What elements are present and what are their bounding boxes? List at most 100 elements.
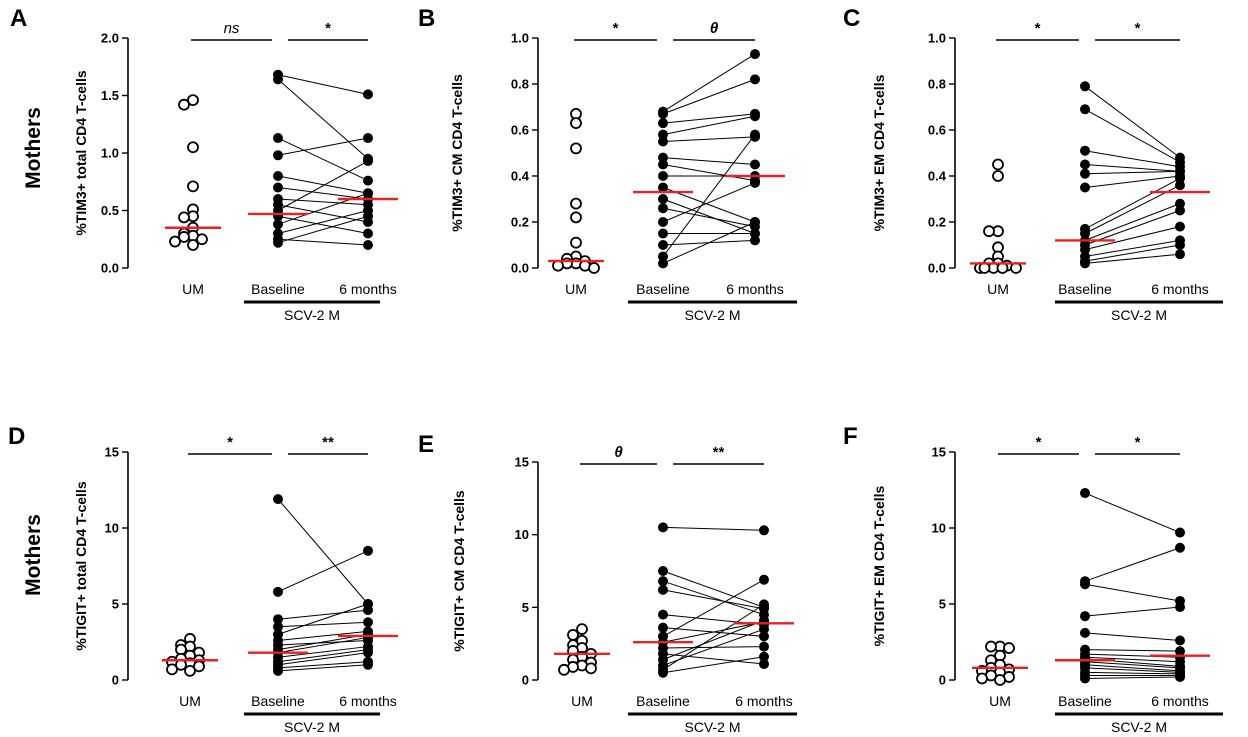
paired-line [277,652,369,666]
y-tick-label: 2.0 [101,31,119,46]
significance-label: θ [710,20,719,37]
baseline-point [658,108,668,119]
baseline-point [273,494,283,505]
month6-point [1175,240,1185,250]
baseline-point [273,621,283,632]
panel-letter: D [8,423,25,450]
um-point [567,629,579,641]
baseline-point [273,182,283,193]
paired-line [1084,253,1181,264]
month6-point [1175,173,1185,184]
group-label: SCV-2 M [284,307,340,323]
um-point [558,663,570,676]
paired-line [662,115,756,136]
um-point [178,231,190,243]
month6-point [1175,527,1185,538]
y-tick-label: 15 [515,455,529,470]
baseline-point [1080,627,1090,638]
month6-point [1175,198,1185,209]
baseline-point [658,576,668,587]
paired-line [277,187,369,200]
paired-line [277,160,369,211]
um-point [184,664,196,677]
um-point [570,142,582,155]
paired-line [1084,606,1181,617]
significance-label: * [1135,20,1141,37]
um-point [187,94,199,106]
month6-point [750,74,760,85]
paired-line [662,653,765,665]
x-category-label: 6 months [339,693,397,709]
month6-point [759,641,769,652]
paired-line [662,136,756,142]
significance-label: ** [322,434,334,451]
y-tick-label: 15 [105,445,119,460]
um-point [994,674,1006,686]
paired-line [277,137,369,182]
paired-line [662,198,756,234]
y-tick-label: 1.0 [928,31,946,46]
um-point [983,225,995,238]
paired-line [277,550,369,593]
um-point [187,141,199,154]
x-category-label: 6 months [726,281,784,297]
panel-letter: A [10,5,27,32]
baseline-point [1080,258,1090,269]
month6-point [1175,205,1185,216]
y-tick-label: 0 [522,673,529,688]
paired-line [1084,170,1181,175]
month6-point [759,624,769,635]
month6-point [1175,249,1185,260]
paired-line [277,649,369,663]
significance-label: ns [224,20,240,37]
y-tick-label: 5 [112,597,119,612]
um-point [169,235,181,248]
paired-line [277,664,369,672]
month6-point [1175,635,1185,646]
baseline-point [273,150,283,161]
baseline-point [658,622,668,633]
month6-point [750,159,760,170]
um-point [588,262,600,274]
x-category-label: UM [179,693,201,709]
um-point [570,117,582,129]
baseline-point [1080,673,1090,684]
month6-point [1175,221,1185,232]
y-tick-label: 5 [522,600,529,615]
month6-point [363,133,373,144]
um-point [992,158,1004,171]
month6-point [363,632,373,643]
month6-point [363,188,373,199]
paired-line [277,175,369,194]
x-category-label: 6 months [1151,693,1209,709]
baseline-point [273,133,283,144]
paired-line [1084,664,1181,672]
significance-label: * [1036,434,1042,451]
month6-point [363,647,373,658]
y-tick-label: 0.8 [928,77,946,92]
month6-point [363,659,373,670]
panel-f: F 0 5 10 15 %TIGIT+ EM CD4 T-cells UM Baseline 6… [843,423,1223,735]
paired-line [662,580,765,616]
baseline-point [1080,104,1090,115]
paired-line [277,603,369,635]
paired-line [277,661,369,669]
baseline-point [658,609,668,620]
month6-point [759,631,769,642]
month6-point [759,599,769,610]
paired-line [1084,177,1181,230]
paired-line [662,526,765,531]
baseline-point [1080,159,1090,170]
baseline-point [1080,168,1090,179]
paired-line [277,79,369,160]
y-tick-label: 0.8 [511,77,529,92]
paired-line [277,609,369,620]
baseline-point [658,228,668,239]
paired-line [1084,203,1181,241]
y-tick-label: 1.0 [101,146,119,161]
um-point [570,211,582,224]
baseline-point [273,171,283,181]
y-axis-label: %TIM3+ EM CD4 T-cells [871,74,887,231]
month6-point [363,228,373,239]
baseline-point [1080,228,1090,239]
